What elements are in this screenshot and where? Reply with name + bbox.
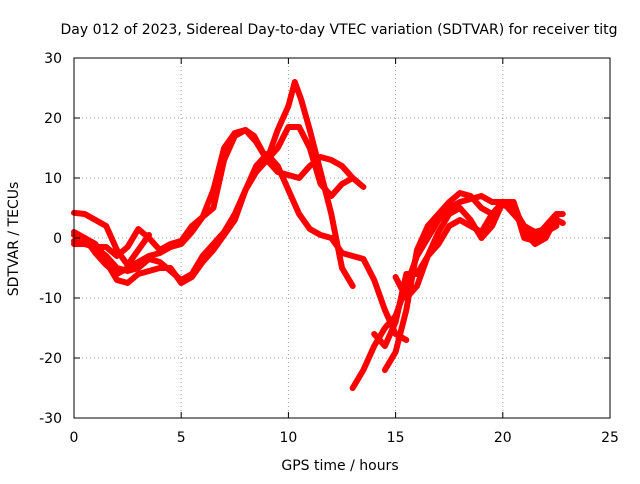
y-tick-label: 30 [44, 51, 62, 67]
x-tick-label: 5 [177, 430, 186, 446]
x-tick-label: 25 [601, 430, 619, 446]
y-tick-label: 0 [53, 231, 62, 247]
y-tick-label: -10 [39, 291, 62, 307]
series-line-7 [381, 190, 566, 373]
chart-title: Day 012 of 2023, Sidereal Day-to-day VTE… [61, 22, 618, 38]
series-line-8 [371, 199, 560, 349]
y-tick-label: -20 [39, 351, 62, 367]
series-line-9 [392, 199, 560, 301]
x-tick-label: 0 [70, 430, 79, 446]
x-axis-label: GPS time / hours [281, 458, 398, 474]
y-tick-label: 10 [44, 171, 62, 187]
y-tick-label: -30 [39, 411, 62, 427]
x-tick-label: 15 [387, 430, 405, 446]
grid-layer [74, 58, 610, 418]
series-line-2 [71, 127, 356, 259]
y-tick-label: 20 [44, 111, 62, 127]
series-layer [71, 79, 566, 391]
x-tick-label: 10 [279, 430, 297, 446]
tick-layer: 0 5 10 15 20 25 -30 -20 -10 0 10 20 30 [39, 51, 619, 446]
series-line-1 [71, 209, 152, 268]
series-line-6 [349, 193, 566, 391]
series-line-5 [71, 124, 367, 286]
y-axis-label: SDTVAR / TECUs [6, 182, 22, 297]
x-tick-label: 20 [494, 430, 512, 446]
